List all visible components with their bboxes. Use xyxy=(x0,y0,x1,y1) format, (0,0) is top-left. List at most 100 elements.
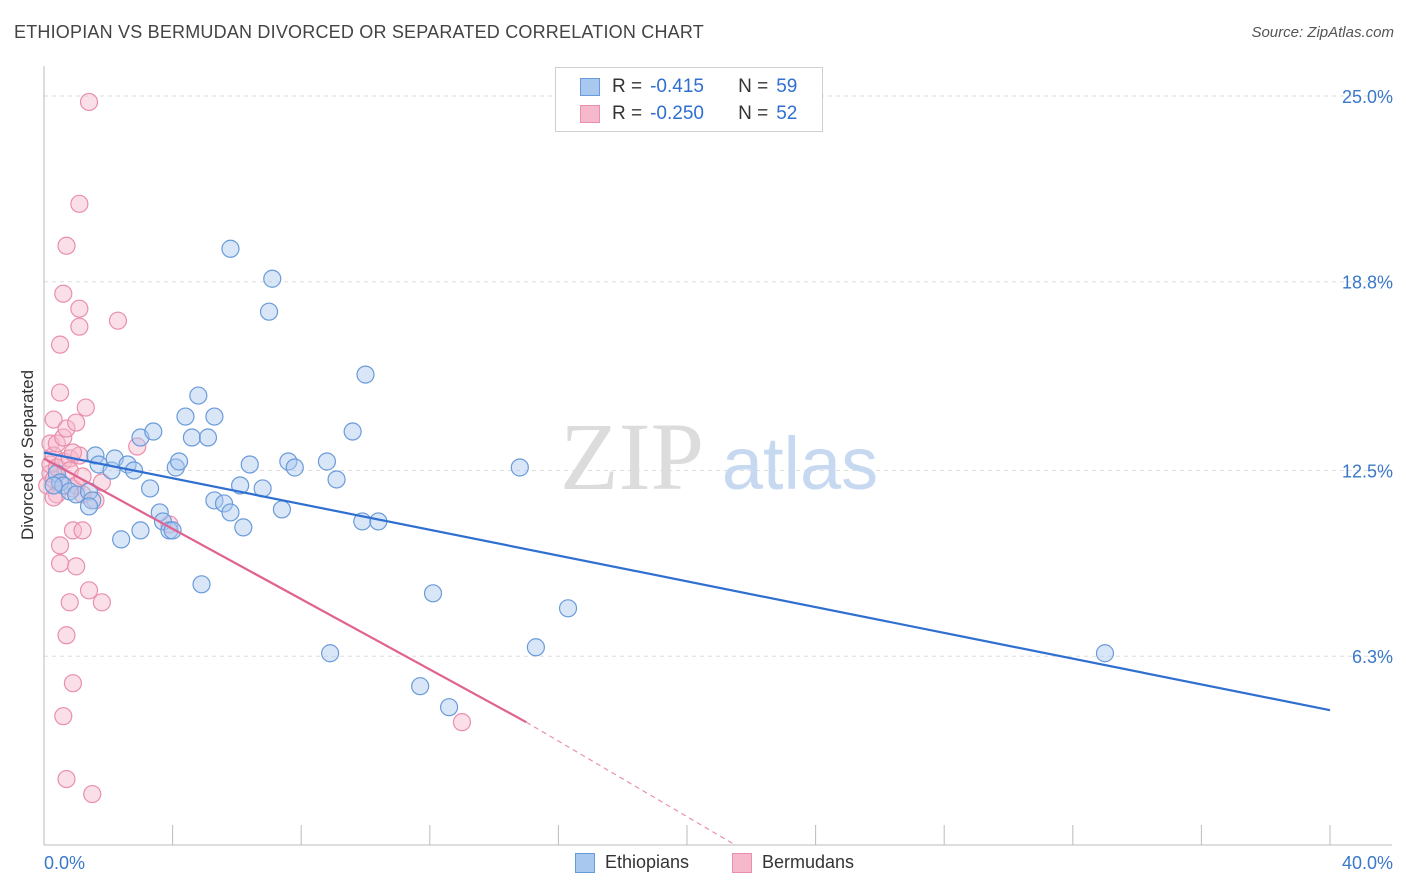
r-value: -0.415 xyxy=(650,76,704,97)
ethiopian-point xyxy=(321,644,340,663)
legend-item-bermudans[interactable]: Bermudans xyxy=(732,852,854,873)
ethiopian-point xyxy=(44,476,63,495)
bermudan-point xyxy=(108,311,128,330)
y-tick-label: 25.0% xyxy=(1342,87,1393,107)
ethiopian-point xyxy=(356,365,375,384)
grid-lines xyxy=(44,95,1392,657)
ethiopian-point xyxy=(198,428,218,447)
ethiopian-point xyxy=(79,497,99,516)
ethiopian-point xyxy=(240,455,259,474)
bermudan-point xyxy=(79,581,99,600)
bermudan-point xyxy=(57,236,76,255)
bermudan-point xyxy=(57,769,76,789)
ethiopians-legend-swatch xyxy=(575,852,595,873)
ethiopian-point xyxy=(234,518,253,537)
correlation-legend: R = -0.415 N = 59 R = -0.250 N = 52 xyxy=(555,67,823,132)
bermudans-trend-extension xyxy=(525,721,736,846)
chart-title: ETHIOPIAN VS BERMUDAN DIVORCED OR SEPARA… xyxy=(14,22,704,42)
bermudan-point xyxy=(70,194,89,213)
ethiopian-point xyxy=(343,422,362,441)
ethiopian-point xyxy=(439,698,459,717)
legend-row-ethiopians: R = -0.415 N = 59 xyxy=(580,74,797,100)
watermark: ZIP atlas xyxy=(560,403,878,510)
ethiopian-point xyxy=(317,452,337,471)
ethiopians-swatch xyxy=(580,78,600,96)
bermudan-point xyxy=(54,284,73,303)
tick-labels: 6.3% 12.5% 18.8% 25.0% 0.0% 40.0% xyxy=(44,87,1393,873)
ethiopian-point xyxy=(131,521,150,540)
ethiopian-point xyxy=(327,470,346,489)
y-tick-label: 6.3% xyxy=(1352,647,1393,667)
r-label: R = xyxy=(612,76,643,97)
y-tick-label: 12.5% xyxy=(1342,461,1393,481)
ethiopian-point xyxy=(1095,644,1115,663)
ethiopian-point xyxy=(169,452,189,471)
bermudan-point xyxy=(83,784,102,804)
ethiopian-point xyxy=(263,269,282,288)
r-value: -0.250 xyxy=(650,103,704,124)
series-bermudans-points xyxy=(38,92,472,804)
bermudans-legend-swatch xyxy=(732,852,752,873)
bermudan-point xyxy=(452,713,472,732)
ethiopian-point xyxy=(189,386,208,405)
ethiopian-point xyxy=(526,638,545,657)
bermudans-trend-line xyxy=(43,457,527,724)
bermudan-point xyxy=(67,413,86,432)
ethiopian-point xyxy=(176,407,195,426)
ethiopian-point xyxy=(221,239,240,258)
ethiopian-point xyxy=(272,500,292,519)
bermudan-point xyxy=(63,521,83,540)
bermudan-point xyxy=(44,410,63,429)
bermudan-point xyxy=(57,626,76,645)
bermudan-point xyxy=(57,419,76,438)
x-tick-label: 40.0% xyxy=(1342,853,1393,873)
n-label: N = xyxy=(738,103,769,124)
x-tick-label: 0.0% xyxy=(44,853,85,873)
ethiopian-point xyxy=(112,530,131,549)
bermudan-point xyxy=(67,557,86,576)
ethiopian-point xyxy=(144,422,163,441)
bermudan-point xyxy=(70,299,89,318)
ethiopian-point xyxy=(231,476,250,495)
y-axis-label: Divorced or Separated xyxy=(18,370,37,540)
axes xyxy=(43,66,1392,846)
source-label: Source: ZipAtlas.com xyxy=(1251,24,1394,41)
bermudan-point xyxy=(70,317,89,336)
ethiopian-point xyxy=(214,494,234,513)
bermudan-point xyxy=(60,593,79,612)
series-ethiopians-points xyxy=(44,239,1115,717)
ethiopian-point xyxy=(423,584,443,603)
n-value: 59 xyxy=(776,76,798,97)
bermudan-point xyxy=(50,383,70,402)
ethiopian-point xyxy=(140,479,160,498)
bermudan-point xyxy=(73,521,92,540)
bermudan-point xyxy=(50,554,70,573)
ethiopian-point xyxy=(221,503,240,522)
trend-lines xyxy=(43,451,1331,846)
ethiopian-point xyxy=(411,677,430,696)
bermudan-point xyxy=(50,335,70,354)
ethiopian-point xyxy=(205,407,224,426)
bermudan-point xyxy=(63,674,83,693)
ethiopian-point xyxy=(558,599,578,618)
bermudan-point xyxy=(50,536,70,555)
ethiopians-trend-line xyxy=(43,451,1331,712)
legend-label-ethiopians: Ethiopians xyxy=(605,852,690,872)
watermark-zip: ZIP xyxy=(560,403,704,510)
bermudan-point xyxy=(54,707,73,726)
bermudan-point xyxy=(76,398,95,417)
r-label: R = xyxy=(612,103,643,124)
ethiopian-point xyxy=(285,458,304,477)
legend-row-bermudans: R = -0.250 N = 52 xyxy=(580,101,797,127)
bermudan-point xyxy=(79,92,99,112)
bermudans-swatch xyxy=(580,105,600,123)
legend-label-bermudans: Bermudans xyxy=(762,852,855,872)
ethiopian-point xyxy=(510,458,529,477)
y-tick-label: 18.8% xyxy=(1342,273,1393,293)
series-legend: Ethiopians Bermudans xyxy=(0,852,1406,878)
ethiopian-point xyxy=(192,575,211,594)
legend-item-ethiopians[interactable]: Ethiopians xyxy=(575,852,689,873)
watermark-atlas: atlas xyxy=(722,422,878,505)
ethiopian-point xyxy=(182,428,201,447)
n-value: 52 xyxy=(776,103,798,124)
